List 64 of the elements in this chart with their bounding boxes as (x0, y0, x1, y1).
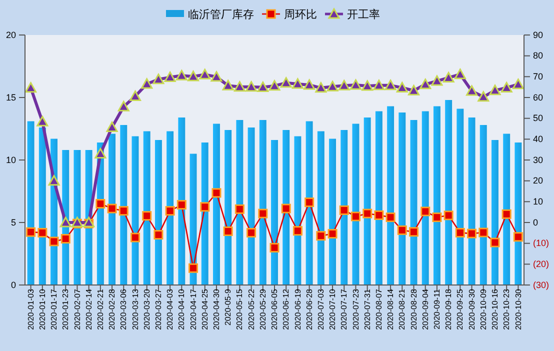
x-tick-label: 2020-07-23 (351, 288, 360, 330)
y2-tick-label: 90 (533, 30, 544, 40)
x-tick-label: 2020-09-11 (432, 288, 442, 330)
y2-tick-label: (30) (533, 280, 550, 290)
legend-label: 开工率 (347, 8, 380, 21)
x-tick-label: 2020-07-31 (362, 288, 372, 330)
x-tick-label: 2020-10-09 (478, 288, 488, 330)
y2-tick-label: 20 (533, 176, 544, 186)
legend-label: 临沂管厂库存 (188, 8, 254, 21)
y2-tick-label: (10) (533, 238, 550, 248)
x-tick-label: 2020-10-23 (502, 288, 512, 330)
x-tick-label: 2020-04-03 (166, 288, 175, 330)
y-tick-label: 10 (6, 154, 16, 165)
x-tick-label: 2020-01-23 (61, 288, 70, 330)
x-tick-label: 2020-06-28 (304, 288, 314, 330)
x-tick-label: 2020-03-20 (142, 288, 152, 330)
x-tick-label: 2020-03-06 (119, 288, 128, 330)
y2-tick-label: 30 (533, 154, 544, 165)
y2-tick-label: 40 (533, 134, 544, 144)
x-tick-label: 2020-06-05 (270, 288, 280, 330)
y-tick-label: 0 (10, 280, 16, 290)
x-tick-label: 2020-10-16 (490, 288, 500, 330)
y2-tick-label: 0 (533, 217, 538, 228)
x-tick-label: 2020-08-07 (374, 288, 384, 330)
x-tick-label: 2020-02-28 (108, 288, 117, 330)
x-tick-label: 2020-02-14 (84, 288, 94, 330)
x-tick-label: 2020-09-30 (467, 288, 476, 330)
y-tick-label: 20 (6, 30, 16, 40)
y2-tick-label: 10 (533, 196, 544, 207)
x-tick-label: 2020-01-17 (50, 288, 59, 330)
x-tick-label: 2020-05-9 (224, 288, 233, 326)
x-tick-label: 2020-05-22 (246, 288, 256, 330)
x-tick-label: 2020-04-25 (200, 288, 210, 330)
x-tick-label: 2020-07-17 (340, 288, 349, 330)
x-tick-label: 2020-05-15 (235, 288, 244, 330)
x-tick-label: 2020-04-17 (188, 288, 198, 330)
x-tick-label: 2020-07-10 (328, 288, 338, 330)
x-tick-label: 2020-01-10 (38, 288, 47, 330)
x-tick-label: 2020-08-28 (409, 288, 418, 330)
y2-tick-label: 70 (533, 72, 544, 82)
x-tick-label: 2020-09-18 (444, 288, 454, 330)
y2-tick-label: 50 (533, 113, 544, 124)
x-tick-label: 2020-09-04 (420, 288, 430, 330)
x-tick-label: 2020-08-14 (386, 288, 396, 330)
x-tick-label: 2020-06-12 (282, 288, 291, 330)
x-tick-label: 2020-02-07 (72, 288, 82, 330)
y2-tick-label: 60 (533, 92, 544, 102)
x-tick-label: 2020-01-03 (26, 288, 36, 330)
x-tick-label: 2020-04-10 (177, 288, 186, 330)
x-tick-label: 2020-07-03 (316, 288, 326, 330)
x-tick-label: 2020-02-21 (96, 288, 105, 330)
x-tick-label: 2020-05-29 (258, 288, 268, 330)
x-tick-label: 2020-04-30 (212, 288, 222, 330)
y-tick-label: 5 (10, 217, 16, 228)
x-tick-label: 2020-03-27 (154, 288, 164, 330)
x-tick-label: 2020-09-25 (456, 288, 465, 330)
x-tick-label: 2020-06-19 (293, 288, 302, 330)
y-tick-label: 15 (6, 92, 16, 102)
x-tick-label: 2020-03-13 (130, 288, 140, 330)
y2-tick-label: (20) (533, 259, 550, 270)
x-tick-label: 2020-08-21 (398, 288, 407, 330)
y2-tick-label: 80 (533, 50, 544, 61)
x-tick-label: 2020-10-30 (514, 288, 523, 330)
legend-label: 周环比 (284, 8, 317, 21)
